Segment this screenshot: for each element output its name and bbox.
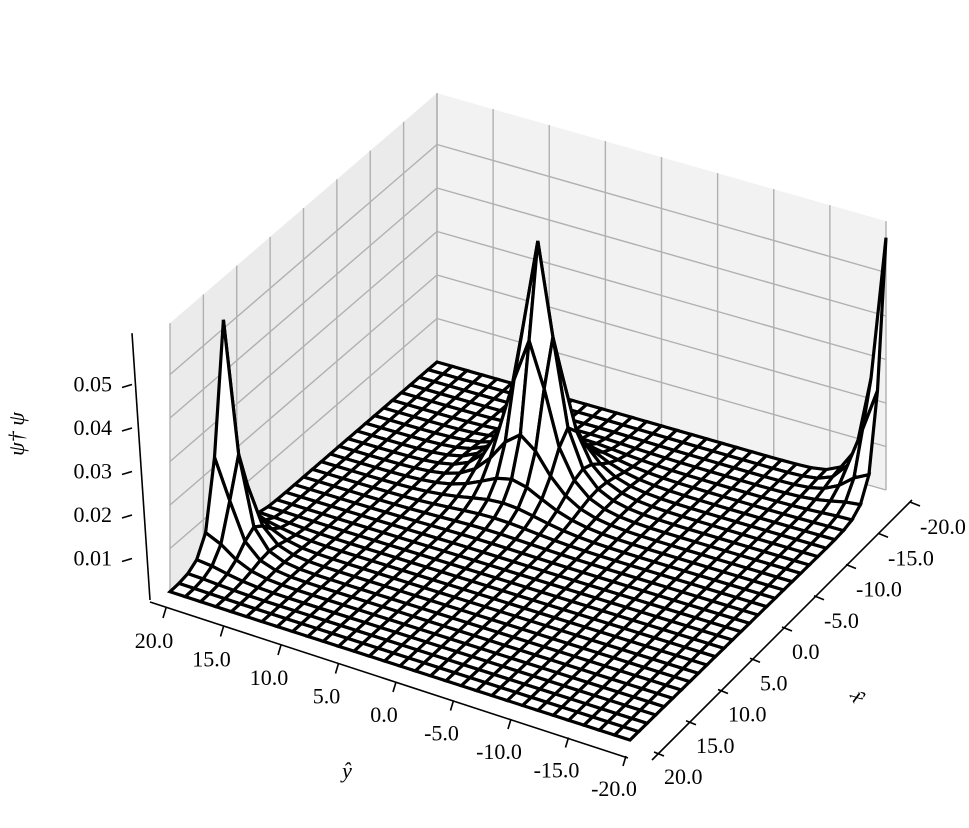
x-tick-label: 10.0 xyxy=(728,702,767,727)
x-tick-mark xyxy=(781,626,793,632)
y-axis-line xyxy=(149,601,629,759)
x-tick-mark xyxy=(749,657,761,663)
y-tick-mark xyxy=(334,663,340,674)
z-axis-label: ψ† ψ xyxy=(4,412,29,456)
x-tick-mark xyxy=(653,751,665,757)
x-tick-label: -20.0 xyxy=(920,514,966,539)
y-tick-label: -15.0 xyxy=(534,758,580,783)
y-tick-mark xyxy=(449,700,455,711)
z-tick-mark xyxy=(121,557,133,563)
y-tick-label: -20.0 xyxy=(591,776,637,801)
z-tick-label: 0.01 xyxy=(74,546,113,571)
z-tick-label: 0.03 xyxy=(74,459,113,484)
z-tick-mark xyxy=(121,470,133,476)
y-tick-label: -10.0 xyxy=(476,739,522,764)
y-tick-label: 20.0 xyxy=(135,628,174,653)
x-tick-label: -5.0 xyxy=(824,608,859,633)
x-tick-label: 0.0 xyxy=(792,639,820,664)
z-tick-label: 0.04 xyxy=(74,415,113,440)
x-tick-label: 20.0 xyxy=(664,764,703,789)
y-tick-mark xyxy=(162,607,167,619)
x-tick-mark xyxy=(813,595,825,601)
x-axis-line xyxy=(651,499,913,761)
y-tick-mark xyxy=(564,737,570,748)
y-tick-mark xyxy=(507,718,512,730)
z-tick-mark xyxy=(121,383,133,389)
y-tick-mark xyxy=(219,626,225,637)
z-axis-line xyxy=(131,333,151,601)
z-tick-label: 0.05 xyxy=(74,372,113,397)
x-tick-label: 5.0 xyxy=(760,670,788,695)
x-tick-mark xyxy=(877,532,889,538)
y-axis-label: ŷ xyxy=(340,758,352,783)
pane-gridlines xyxy=(169,93,887,593)
y-tick-mark xyxy=(622,755,627,767)
y-tick-mark xyxy=(392,681,397,693)
y-tick-label: 5.0 xyxy=(313,684,341,709)
x-tick-mark xyxy=(845,563,857,570)
x-tick-mark xyxy=(909,501,921,507)
x-tick-label: -15.0 xyxy=(888,545,934,570)
x-axis-label: x̂ xyxy=(845,685,872,707)
y-tick-label: 0.0 xyxy=(370,702,398,727)
z-tick-mark xyxy=(121,514,133,519)
z-tick-label: 0.02 xyxy=(74,502,113,527)
y-tick-label: 15.0 xyxy=(192,647,231,672)
surface-cell xyxy=(611,724,642,742)
x-tick-mark xyxy=(717,688,729,695)
wireframe-surface xyxy=(166,237,888,742)
x-tick-mark xyxy=(685,720,697,726)
z-tick-mark xyxy=(121,427,133,432)
x-tick-label: 15.0 xyxy=(696,733,735,758)
axis-lines xyxy=(131,333,913,761)
y-tick-label: -5.0 xyxy=(424,721,459,746)
x-tick-label: -10.0 xyxy=(856,577,902,602)
y-tick-label: 10.0 xyxy=(250,665,289,690)
y-tick-mark xyxy=(277,644,282,656)
axis-tick-labels: 0.010.020.030.040.05-20.0-15.0-10.0-5.00… xyxy=(4,372,966,802)
